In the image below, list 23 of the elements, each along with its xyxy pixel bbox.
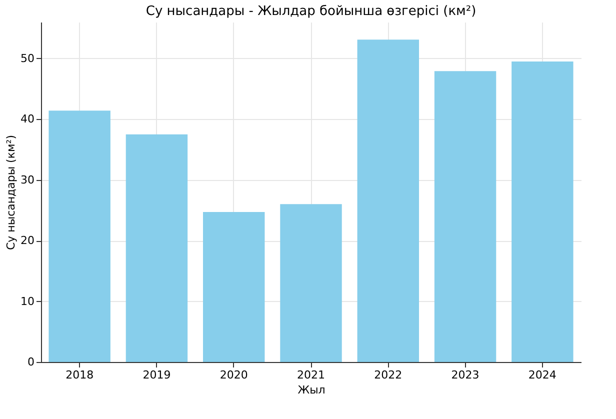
chart-title: Су нысандары - Жылдар бойынша өзгерісі (км²) <box>146 4 476 19</box>
bar <box>203 212 265 362</box>
bar <box>126 134 188 362</box>
x-tick-label: 2021 <box>297 368 325 382</box>
bar <box>48 110 110 362</box>
x-tick-label: 2024 <box>528 368 556 382</box>
y-tick-label: 0 <box>28 356 34 368</box>
bar <box>280 204 342 362</box>
bar <box>512 61 574 362</box>
y-axis-title: Су нысандары (км²) <box>4 135 18 250</box>
x-tick-label: 2022 <box>374 368 402 382</box>
x-axis-title: Жыл <box>298 384 326 396</box>
y-tick-label: 10 <box>20 294 34 308</box>
x-tick-label: 2019 <box>142 368 171 382</box>
y-tick-label: 30 <box>20 173 34 186</box>
bar <box>434 71 496 362</box>
y-tick-label: 40 <box>20 112 34 126</box>
bar <box>357 40 419 362</box>
x-tick-label: 2018 <box>66 368 94 382</box>
x-tick-label: 2020 <box>220 368 248 382</box>
x-tick-label: 2023 <box>451 368 480 382</box>
y-tick-label: 50 <box>20 52 34 65</box>
y-tick-label: 20 <box>20 234 34 248</box>
